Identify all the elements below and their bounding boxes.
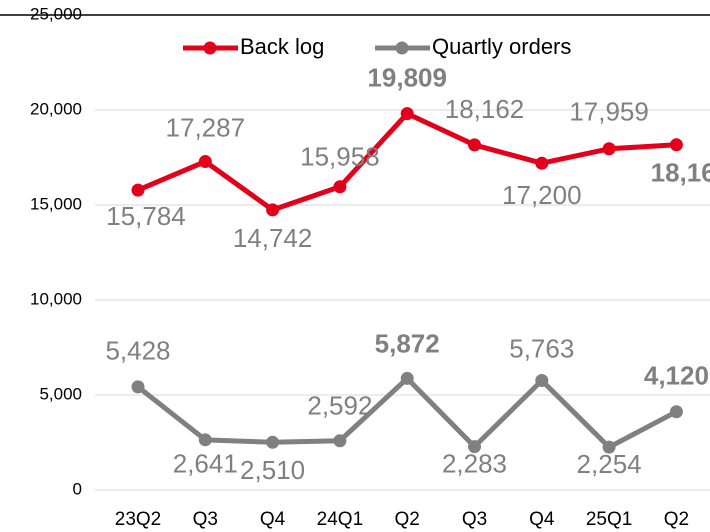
- x-tick-label: 24Q1: [317, 509, 363, 530]
- data-label: 15,784: [106, 201, 186, 231]
- legend-label: Back log: [240, 34, 324, 59]
- point: [400, 371, 414, 385]
- x-tick-label: Q3: [193, 509, 218, 530]
- x-tick-label: Q3: [462, 509, 487, 530]
- data-label: 2,510: [240, 455, 305, 485]
- y-tick-label: 15,000: [30, 194, 82, 213]
- data-label: 14,742: [233, 223, 313, 253]
- point: [333, 434, 347, 448]
- point: [535, 374, 549, 388]
- point: [266, 435, 280, 449]
- point: [535, 156, 549, 170]
- point: [400, 107, 414, 121]
- point: [131, 380, 145, 394]
- point: [266, 203, 280, 217]
- point: [669, 405, 683, 419]
- x-tick-label: Q2: [664, 509, 689, 530]
- data-label: 2,641: [173, 449, 238, 479]
- point: [198, 155, 212, 169]
- point: [131, 183, 145, 197]
- data-label: 17,200: [502, 180, 582, 210]
- legend-marker: [395, 41, 409, 55]
- point: [669, 138, 683, 152]
- data-label: 18,162: [445, 94, 525, 124]
- point: [602, 440, 616, 454]
- legend-label: Quartly orders: [432, 34, 571, 59]
- point: [468, 138, 481, 152]
- x-tick-label: 25Q1: [586, 509, 632, 530]
- y-tick-label: 10,000: [30, 289, 82, 308]
- y-tick-label: 0: [73, 479, 82, 498]
- y-tick-label: 5,000: [39, 384, 82, 403]
- point: [333, 180, 347, 194]
- data-label: 4,120: [644, 361, 709, 391]
- data-label: 5,872: [375, 328, 440, 358]
- x-tick-label: Q2: [395, 509, 420, 530]
- line-series: [136, 375, 678, 450]
- y-tick-label: 25,000: [30, 4, 82, 23]
- point: [602, 142, 616, 156]
- data-label: 18,168: [651, 158, 710, 188]
- data-label: 19,809: [367, 63, 447, 93]
- data-label: 5,428: [105, 336, 170, 366]
- data-label: 2,592: [307, 391, 372, 421]
- point: [468, 440, 481, 454]
- data-label: 5,763: [509, 333, 574, 363]
- data-label: 17,959: [569, 97, 649, 127]
- data-label: 2,283: [442, 448, 507, 478]
- y-tick-label: 20,000: [30, 99, 82, 118]
- legend-marker: [203, 41, 217, 55]
- data-label: 15,958: [300, 142, 380, 172]
- x-tick-label: Q4: [529, 509, 555, 530]
- point: [198, 433, 212, 447]
- x-tick-label: Q4: [260, 509, 286, 530]
- data-label: 2,254: [577, 449, 642, 479]
- x-tick-label: 23Q2: [115, 509, 161, 530]
- data-label: 17,287: [166, 112, 246, 142]
